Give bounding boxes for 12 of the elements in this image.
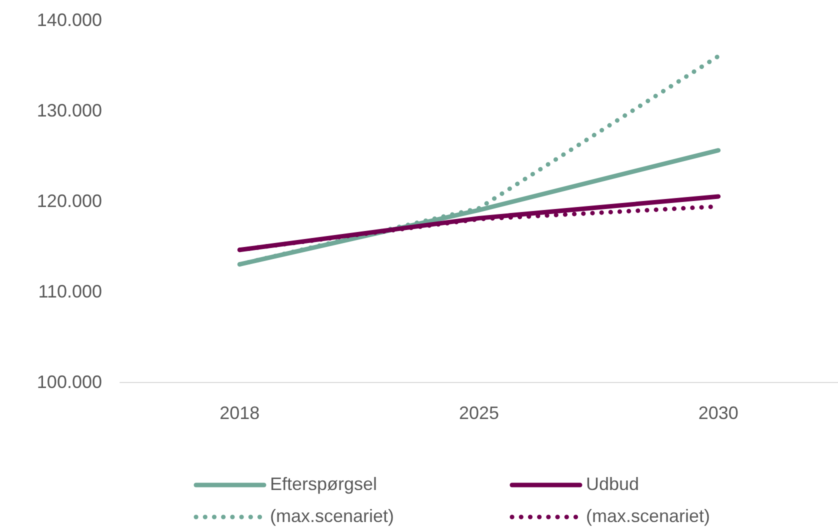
legend-label: Efterspørgsel [270, 474, 378, 494]
y-tick-label: 140.000 [36, 10, 102, 30]
y-tick-label: 110.000 [38, 282, 102, 302]
x-tick-label: 2025 [458, 403, 500, 423]
legend-label: Udbud [586, 474, 640, 494]
legend-label: (max.scenariet) [586, 506, 710, 526]
y-tick-label: 100.000 [36, 372, 102, 392]
x-tick-label: 2030 [698, 403, 738, 423]
legend-label: (max.scenariet) [270, 506, 394, 526]
y-tick-label: 130.000 [36, 100, 102, 120]
y-tick-label: 120.000 [36, 191, 102, 211]
x-tick-label: 2018 [220, 403, 260, 423]
